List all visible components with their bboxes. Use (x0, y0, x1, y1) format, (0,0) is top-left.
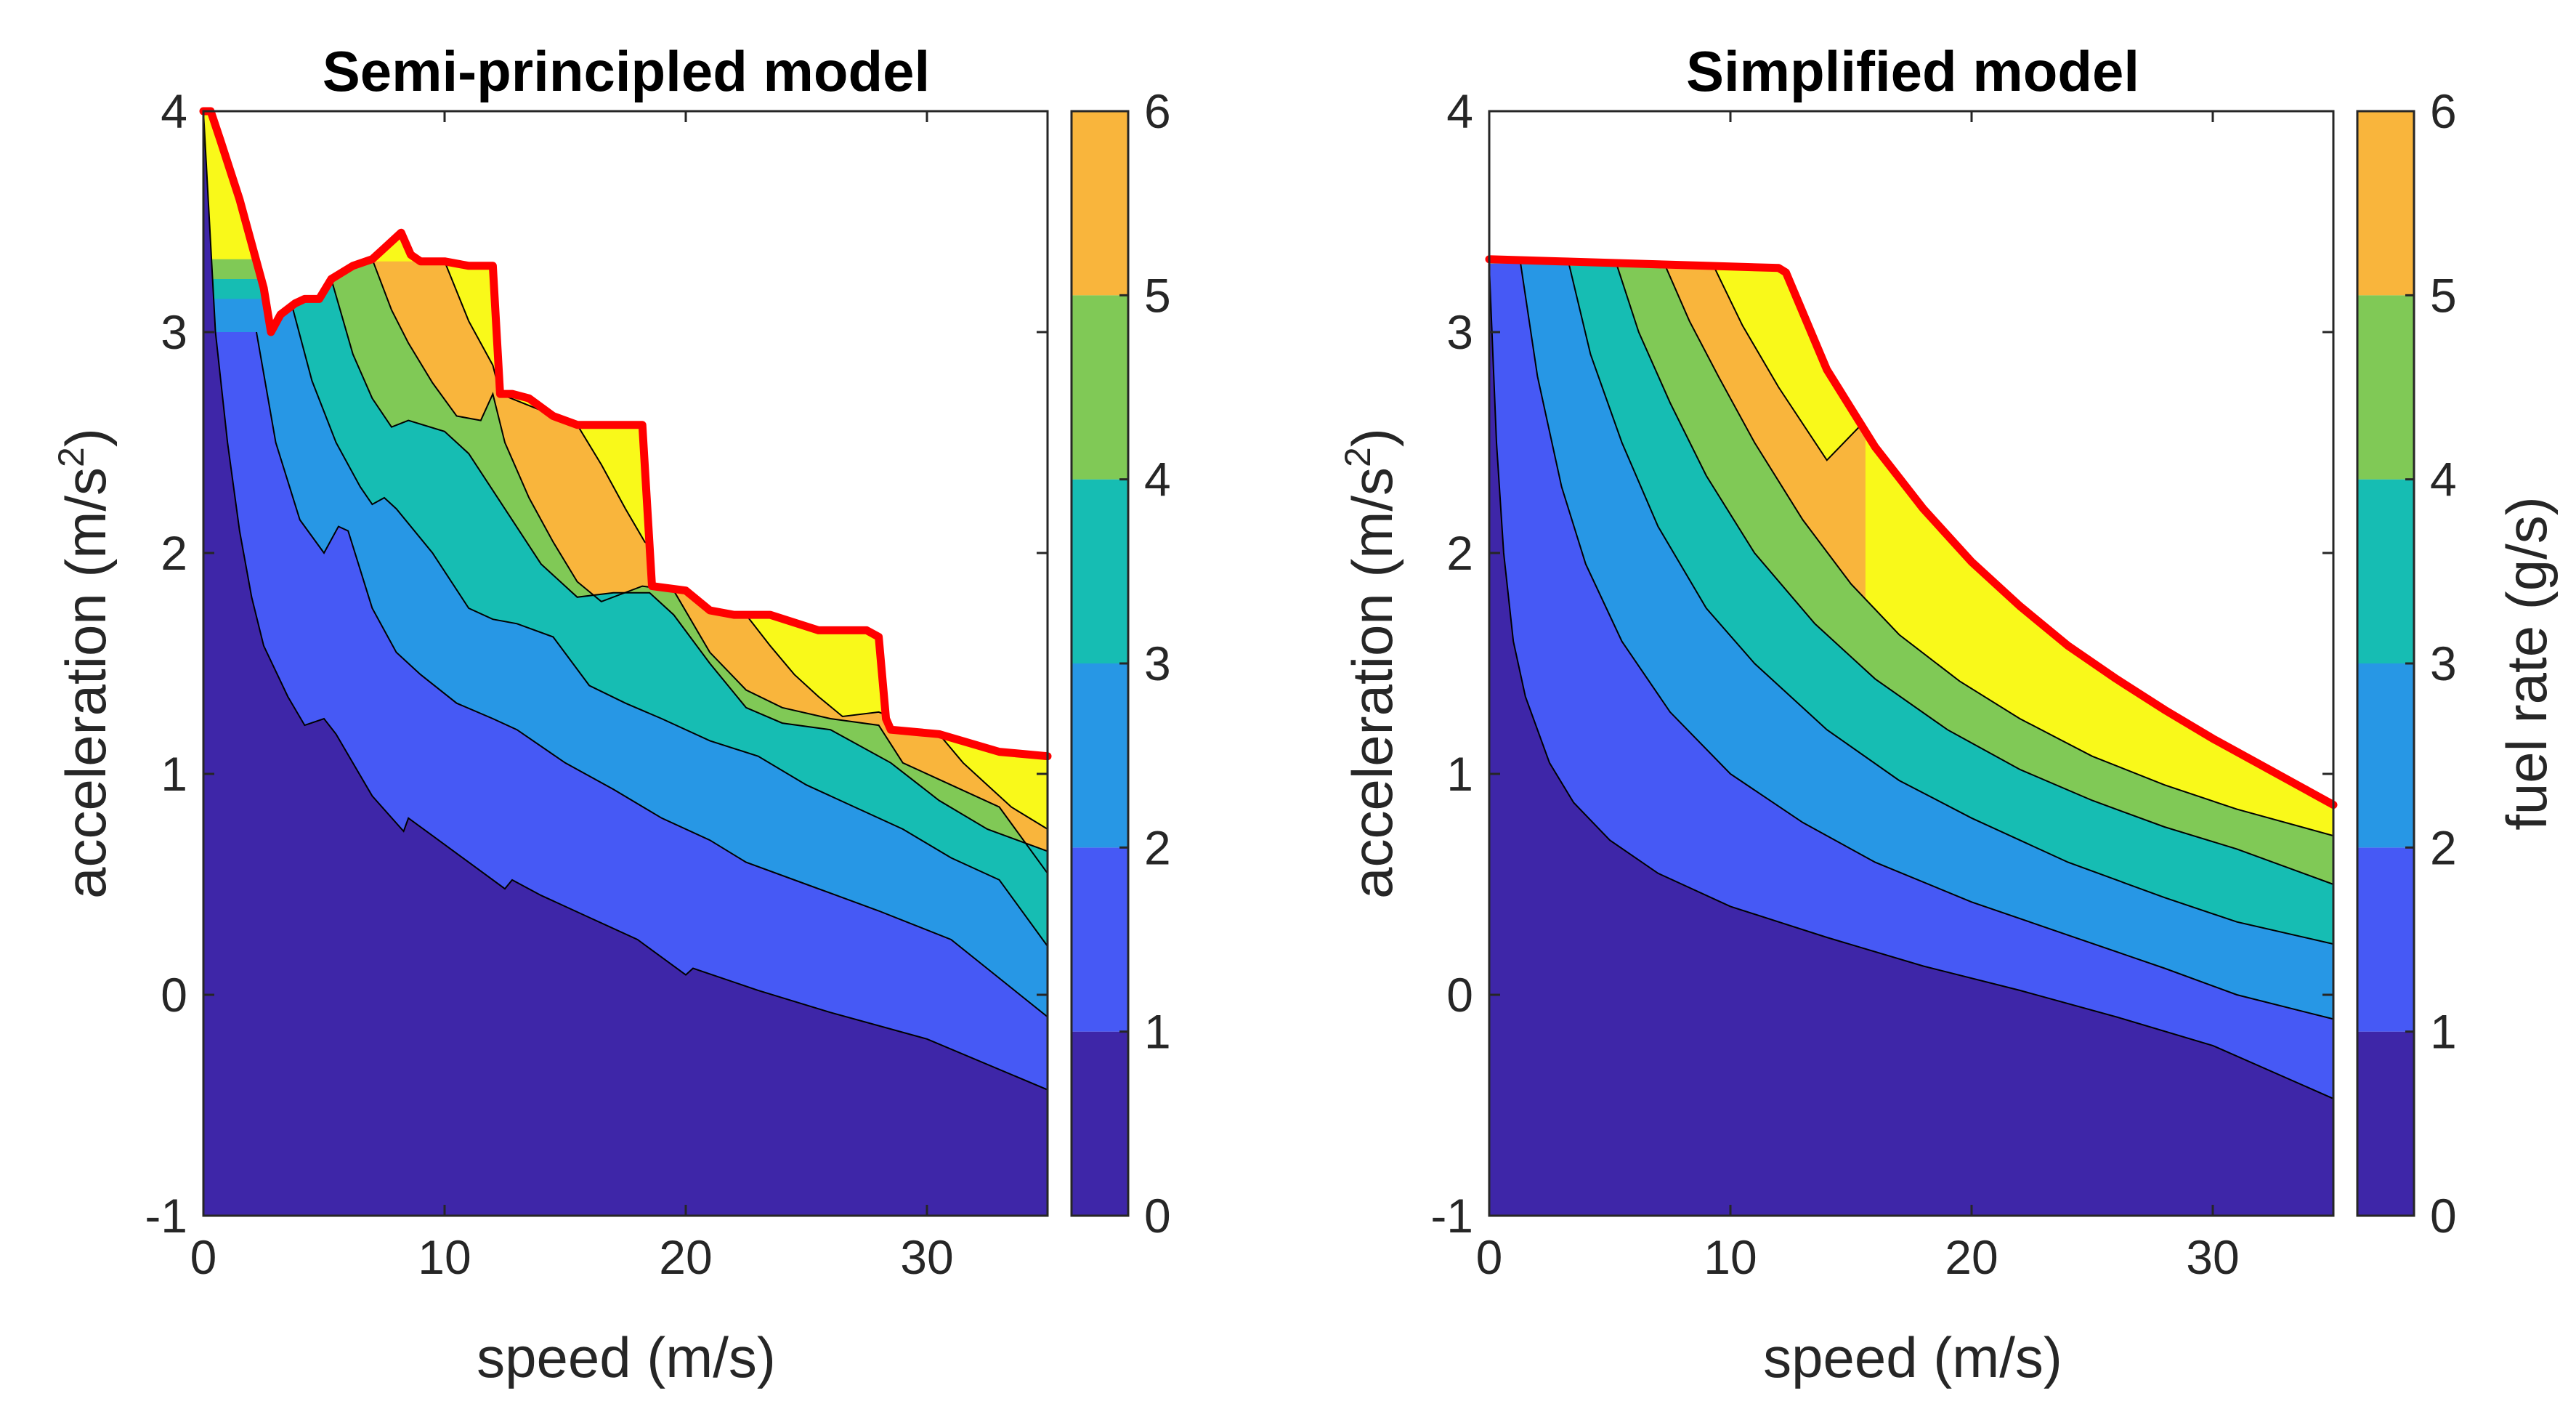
colorbar-bands (1072, 111, 1128, 1216)
colorbar-tick-label: 2 (2430, 820, 2457, 874)
colorbar-band-3 (2357, 479, 2414, 663)
colorbar-band-1 (1072, 847, 1128, 1032)
colorbar-band-0 (2357, 1031, 2414, 1216)
y-tick-label: 3 (161, 305, 187, 359)
colorbar-tick-label: 4 (2430, 453, 2457, 506)
colorbar-band-2 (1072, 663, 1128, 848)
colorbar-tick-label: 3 (1144, 637, 1171, 690)
colorbar-tick-label: 1 (1144, 1005, 1171, 1059)
colorbar-tick-label: 6 (1144, 84, 1171, 138)
x-tick-label: 20 (1945, 1230, 1998, 1284)
x-axis-label: speed (m/s) (477, 1325, 776, 1389)
y-tick-label: 4 (161, 84, 187, 138)
colorbar-tick-label: 0 (1144, 1189, 1171, 1243)
y-tick-label: 2 (161, 526, 187, 580)
x-tick-label: 30 (2186, 1230, 2239, 1284)
colorbar-band-5 (1072, 111, 1128, 296)
colorbar-band-4 (2357, 295, 2414, 480)
colorbar-band-5 (2357, 111, 2414, 296)
colorbar-tick-label: 5 (2430, 268, 2457, 322)
x-tick-label: 0 (190, 1230, 217, 1284)
x-tick-label: 30 (900, 1230, 953, 1284)
chart-title: Semi-principled model (323, 39, 930, 103)
colorbar-ticks: 0 1 2 3 4 5 6 (1119, 84, 1171, 1243)
y-tick-label: 1 (1446, 747, 1473, 801)
axes-box (1488, 110, 2335, 1217)
contour-line-level-5 (1664, 265, 2334, 837)
y-axis-label: acceleration (m/s2) (51, 428, 118, 899)
colorbar-tick-label: 6 (2430, 84, 2457, 138)
region-above-limit (1489, 111, 2333, 805)
contour-line-level-3 (289, 299, 1048, 947)
colorbar-ticks: 0 1 2 3 4 5 6 (2405, 84, 2457, 1243)
y-tick-label: 2 (1446, 526, 1473, 580)
colorbar-tick-label: 1 (2430, 1005, 2457, 1059)
colorbar-tick-label: 2 (1144, 820, 1171, 874)
colorbar-bands (2357, 111, 2414, 1216)
colorbar: 0 1 2 3 4 5 6 (2356, 84, 2457, 1243)
y-tick-label: -1 (1430, 1189, 1473, 1243)
colorbar-tick-label: 5 (1144, 268, 1171, 322)
x-tick-label: 0 (1476, 1230, 1503, 1284)
colorbar-band-2 (2357, 663, 2414, 848)
x-tick-label: 10 (418, 1230, 471, 1284)
y-axis-label-end: ) (1340, 428, 1404, 447)
y-tick-label: 4 (1446, 84, 1473, 138)
colorbar: 0 1 2 3 4 5 6 (1070, 84, 1171, 1243)
contour-line-level-1 (1489, 265, 2334, 1099)
y-tick-label: -1 (145, 1189, 187, 1243)
contour-line-level-6 (1712, 265, 1866, 461)
y-tick-label: 1 (161, 747, 187, 801)
max-acceleration-boundary (1485, 255, 2338, 809)
contour-line-level-2 (256, 331, 1048, 1018)
contour-band-level-0 (203, 111, 1048, 1216)
contour-fills (1489, 259, 2333, 1216)
contour-lines (203, 110, 1048, 1091)
region-above-limit (203, 111, 1048, 756)
y-axis-label-main: acceleration (m/s (1340, 467, 1404, 899)
y-axis-label: acceleration (m/s2) (1337, 428, 1404, 899)
y-tick-label: 0 (1446, 968, 1473, 1022)
contour-line-level-1 (203, 110, 1048, 1091)
contour-line-level-4 (1616, 265, 2334, 885)
x-tick-label: 20 (659, 1230, 712, 1284)
colorbar-tick-label: 4 (1144, 453, 1171, 506)
contour-line-level-2 (1520, 263, 2334, 1020)
contour-band-level-0 (1489, 265, 2333, 1216)
max-acceleration-boundary (199, 107, 1052, 761)
contour-line-level-5 (371, 259, 1048, 874)
colorbar-tick-label: 0 (2430, 1189, 2457, 1243)
colorbar-label: fuel rate (g/s) (2495, 496, 2559, 831)
contour-lines (1489, 111, 2334, 1099)
y-axis-label-end: ) (54, 428, 118, 447)
y-axis-label-main: acceleration (m/s (54, 467, 118, 899)
axes-box (202, 110, 1049, 1217)
colorbar-band-1 (2357, 847, 2414, 1032)
x-tick-label: 10 (1704, 1230, 1757, 1284)
y-tick-label: 3 (1446, 305, 1473, 359)
contour-fills (203, 111, 1048, 1216)
colorbar-tick-label: 3 (2430, 637, 2457, 690)
colorbar-band-0 (1072, 1031, 1128, 1216)
colorbar-band-4 (1072, 295, 1128, 480)
y-tick-label: 0 (161, 968, 187, 1022)
y-axis-label-superscript: 2 (51, 447, 92, 467)
x-axis-label: speed (m/s) (1763, 1325, 2062, 1389)
chart-title: Simplified model (1686, 39, 2139, 103)
y-axis-label-superscript: 2 (1337, 447, 1378, 467)
colorbar-band-3 (1072, 479, 1128, 663)
contour-line-level-4 (331, 278, 1048, 852)
contour-line-level-3 (1568, 263, 2334, 945)
